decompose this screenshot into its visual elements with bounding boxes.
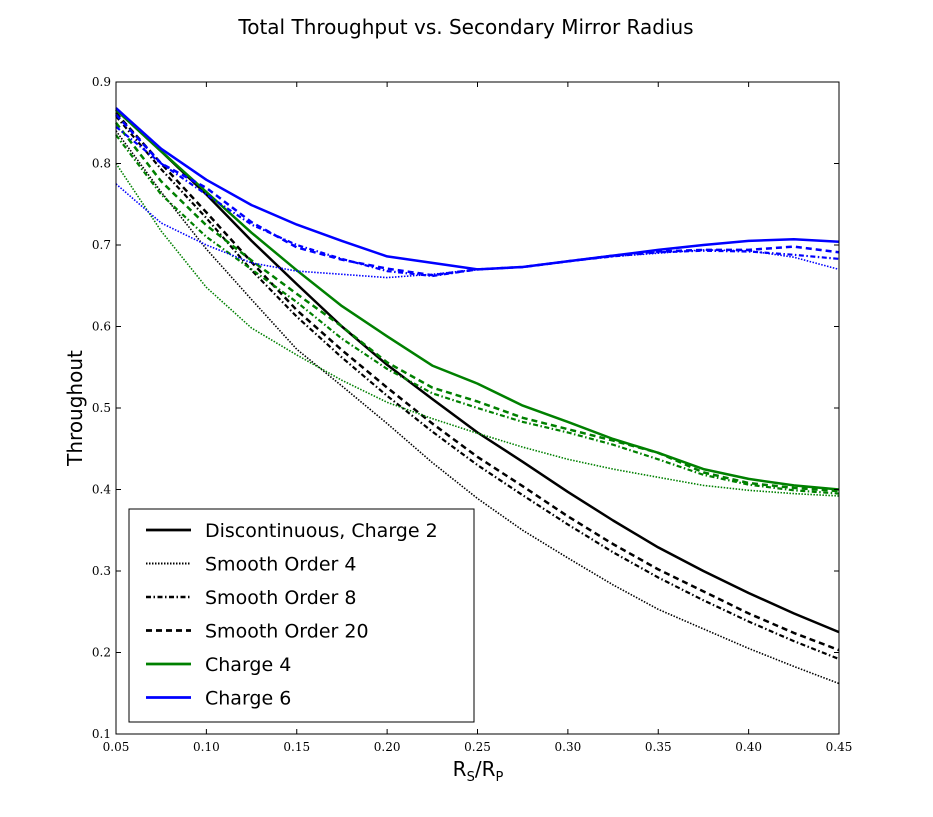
legend-items: Discontinuous, Charge 2 Smooth Order 4 Smo…: [146, 520, 438, 710]
plot-series-group: [115, 107, 840, 685]
y-tick-label: 0.5: [92, 401, 111, 415]
y-tick-label: 0.9: [92, 75, 111, 89]
y-tick-label: 0.1: [92, 727, 111, 741]
legend-label-5: Charge 6: [205, 688, 291, 710]
x-axis-label-sub2: P: [495, 770, 503, 785]
series-line-2: [115, 115, 840, 661]
legend-label-4: Charge 4: [205, 654, 291, 676]
y-tick-label: 0.7: [92, 238, 111, 252]
legend-label-3: Smooth Order 20: [205, 621, 369, 643]
y-axis-label: Throughout: [63, 350, 87, 467]
x-tick-label: 0.40: [735, 740, 762, 754]
legend-label-1: Smooth Order 4: [205, 554, 356, 576]
series-line-11: [115, 113, 840, 277]
x-tick-label: 0.20: [374, 740, 401, 754]
y-tick-label: 0.6: [92, 320, 111, 334]
x-tick-label: 0.35: [645, 740, 672, 754]
chart-title: Total Throughput vs. Secondary Mirror Ra…: [237, 15, 693, 39]
x-axis-label-mid: /R: [475, 757, 496, 781]
series-line-5: [115, 163, 840, 497]
series-line-0: [115, 108, 840, 634]
y-tick-label: 0.4: [92, 483, 111, 497]
x-tick-label: 0.10: [193, 740, 220, 754]
legend: Discontinuous, Charge 2 Smooth Order 4 Smo…: [128, 508, 475, 723]
x-axis-label-main: R: [453, 757, 467, 781]
series-line-4: [115, 108, 840, 491]
x-tick-label: 0.30: [555, 740, 582, 754]
series-line-6: [115, 134, 840, 495]
y-tick-label: 0.3: [92, 564, 111, 578]
y-tick-label: 0.8: [92, 157, 111, 171]
x-tick-label: 0.25: [464, 740, 491, 754]
x-axis-label-sub1: S: [467, 770, 475, 785]
x-axis-label: RS/RP: [453, 757, 504, 785]
series-line-7: [115, 122, 840, 493]
axis-ticks: 0.05 0.10 0.15 0.20 0.25 0.30 0.35 0.40 0.45 0.1 0…: [92, 75, 852, 754]
x-tick-label: 0.45: [826, 740, 853, 754]
y-tick-label: 0.2: [92, 646, 111, 660]
series-line-3: [115, 112, 840, 652]
series-line-1: [115, 130, 840, 685]
legend-label-0: Discontinuous, Charge 2: [205, 520, 438, 542]
legend-label-2: Smooth Order 8: [205, 587, 356, 609]
x-tick-label: 0.05: [103, 740, 130, 754]
legend-box: [128, 508, 475, 723]
x-tick-label: 0.15: [283, 740, 310, 754]
series-line-8: [115, 107, 840, 271]
